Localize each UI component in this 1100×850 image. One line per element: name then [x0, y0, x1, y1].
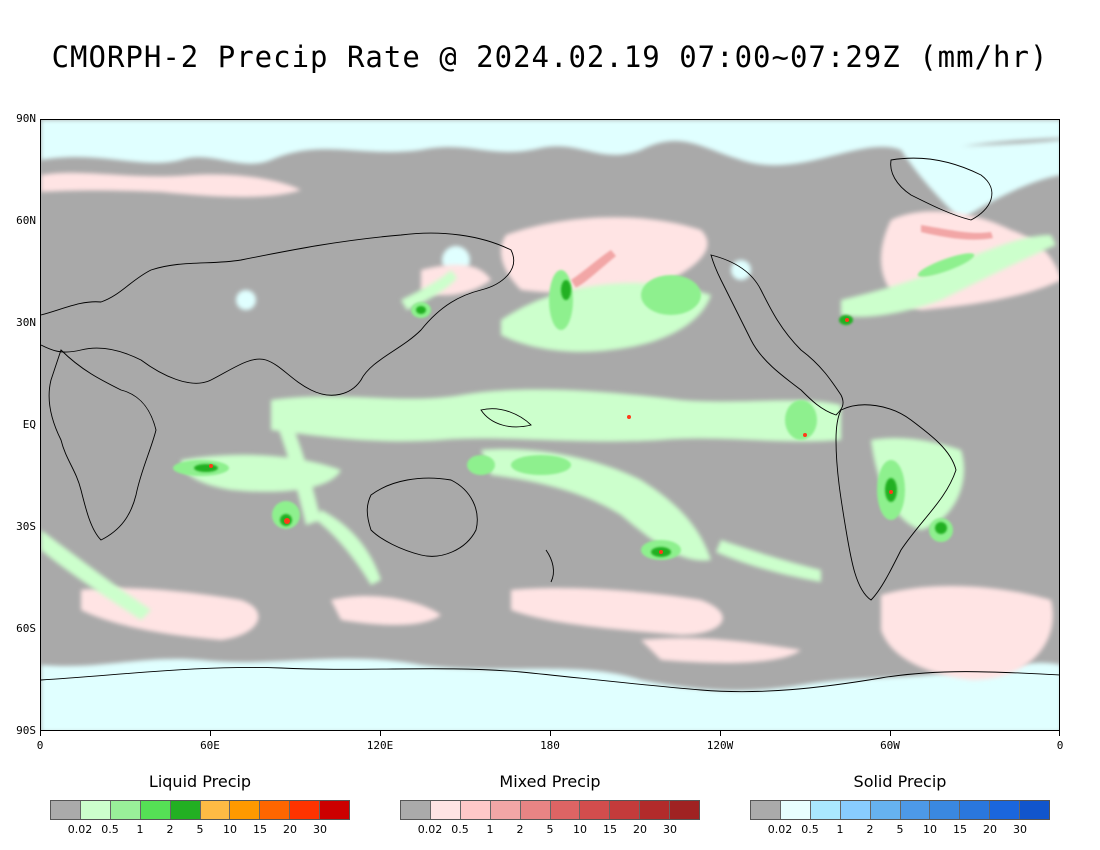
lat-label-90n: 90N: [16, 112, 36, 125]
lon-label-120w: 120W: [706, 739, 734, 752]
legend-ticks-mixed: 0.02 0.5 1 2 5 10 15 20 30: [400, 823, 700, 837]
legend-swatch: [290, 801, 321, 819]
legend-swatch: [1020, 801, 1050, 819]
legend-swatch: [810, 801, 841, 819]
legend-tick-label: 10: [573, 823, 587, 836]
tick-lon-0e: [1059, 731, 1060, 736]
legend-bar-liquid: [50, 800, 350, 820]
legend-tick-label: 30: [313, 823, 327, 836]
legend-swatch: [320, 801, 350, 819]
legend-swatch: [490, 801, 521, 819]
lon-label-60w: 60W: [880, 739, 900, 752]
precip-map: [40, 119, 1060, 731]
legend-swatch: [870, 801, 901, 819]
legend-swatch: [610, 801, 641, 819]
legend-tick-label: 20: [983, 823, 997, 836]
solid-precip-layer: [41, 120, 1059, 730]
legend-tick-label: 15: [253, 823, 267, 836]
legend-swatch: [460, 801, 491, 819]
legend-tick-label: 2: [516, 823, 524, 836]
legend-tick-label: 10: [223, 823, 237, 836]
legend-swatch: [230, 801, 261, 819]
legend-swatch: [580, 801, 611, 819]
precip-map-canvas: [41, 120, 1059, 730]
legend-tick-label: 0.5: [801, 823, 819, 836]
legend-swatch: [401, 801, 431, 819]
lat-label-90s: 90S: [16, 724, 36, 737]
legend-tick-label: 5: [196, 823, 204, 836]
mixed-heavy-bands: [571, 225, 993, 288]
legend-swatch: [960, 801, 991, 819]
legend-tick-label: 1: [136, 823, 144, 836]
legend-tick-label: 15: [603, 823, 617, 836]
legend-swatch: [520, 801, 551, 819]
legend-swatch: [200, 801, 231, 819]
legend-swatch: [140, 801, 171, 819]
legend-tick-label: 5: [546, 823, 554, 836]
legend-tick-label: 1: [836, 823, 844, 836]
lat-label-30s: 30S: [16, 520, 36, 533]
liquid-precip-layer: [41, 235, 1056, 620]
legend-tick-label: 0.5: [101, 823, 119, 836]
lon-label-0-west: 0: [36, 739, 44, 752]
legend-tick-label: 30: [663, 823, 677, 836]
lat-label-eq: EQ: [22, 418, 36, 431]
liquid-extreme-cells: [209, 318, 893, 554]
legend-tick-label: 30: [1013, 823, 1027, 836]
legend-tick-label: 15: [953, 823, 967, 836]
lon-label-180: 180: [540, 739, 560, 752]
legend-tick-label: 0.02: [767, 823, 793, 836]
legend-tick-label: 0.02: [67, 823, 93, 836]
legend-swatch: [780, 801, 811, 819]
legend-title-mixed: Mixed Precip: [499, 772, 601, 791]
legend-tick-label: 5: [896, 823, 904, 836]
lat-label-60s: 60S: [16, 622, 36, 635]
legend-swatch: [900, 801, 931, 819]
tick-lon-120w: [720, 731, 721, 736]
lon-label-120e: 120E: [366, 739, 394, 752]
legend-bar-mixed: [400, 800, 700, 820]
legend-swatch: [80, 801, 111, 819]
legend-tick-label: 0.02: [417, 823, 443, 836]
legend-swatch: [260, 801, 291, 819]
legend-tick-label: 20: [283, 823, 297, 836]
legend-tick-label: 2: [166, 823, 174, 836]
lat-label-30n: 30N: [16, 316, 36, 329]
legend-tick-label: 20: [633, 823, 647, 836]
legend-swatch: [430, 801, 461, 819]
tick-lon-180: [550, 731, 551, 736]
legend-swatch: [930, 801, 961, 819]
lon-label-60e: 60E: [200, 739, 220, 752]
map-title: CMORPH-2 Precip Rate @ 2024.02.19 07:00~…: [51, 40, 1049, 74]
tick-lon-60w: [890, 731, 891, 736]
legend-swatch: [990, 801, 1021, 819]
legend-swatch: [640, 801, 671, 819]
legend-tick-label: 0.5: [451, 823, 469, 836]
legend-swatch: [751, 801, 781, 819]
lon-label-0-east: 0: [1056, 739, 1064, 752]
legend-bar-solid: [750, 800, 1050, 820]
legend-swatch: [840, 801, 871, 819]
legend-tick-label: 10: [923, 823, 937, 836]
legend-swatch: [51, 801, 81, 819]
legend-title-liquid: Liquid Precip: [148, 772, 252, 791]
tick-lon-120e: [380, 731, 381, 736]
legend-tick-label: 2: [866, 823, 874, 836]
legend-swatch: [670, 801, 700, 819]
liquid-moderate-cells: [173, 253, 975, 560]
legend-swatch: [170, 801, 201, 819]
legend-ticks-liquid: 0.02 0.5 1 2 5 10 15 20 30: [50, 823, 350, 837]
legend-title-solid: Solid Precip: [853, 772, 947, 791]
legend-tick-label: 1: [486, 823, 494, 836]
legend-swatch: [550, 801, 581, 819]
lat-label-60n: 60N: [16, 214, 36, 227]
tick-lon-0w: [40, 731, 41, 736]
legend-swatch: [110, 801, 141, 819]
legend-ticks-solid: 0.02 0.5 1 2 5 10 15 20 30: [750, 823, 1050, 837]
coastlines: [41, 157, 1059, 693]
tick-lon-60e: [210, 731, 211, 736]
